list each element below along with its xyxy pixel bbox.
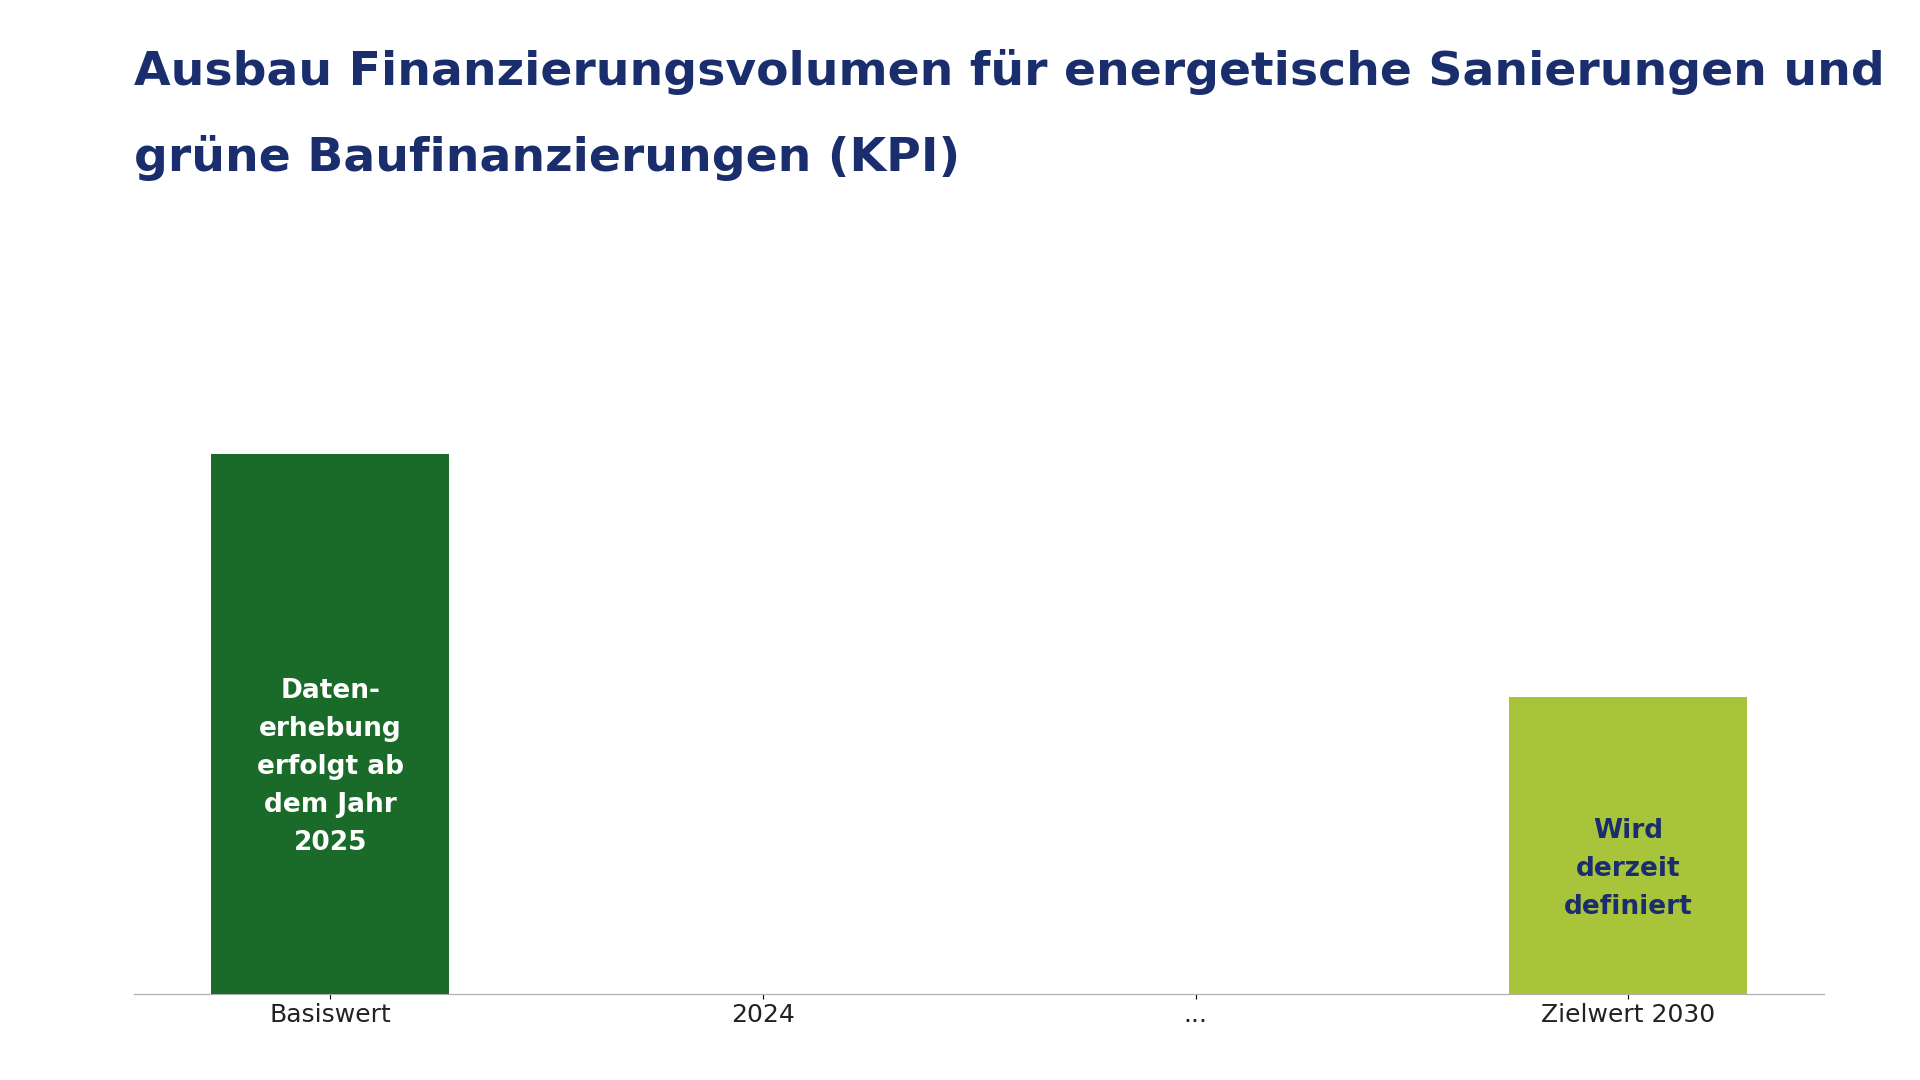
Bar	[1509, 697, 1747, 994]
Text: Wird
derzeit
definiert: Wird derzeit definiert	[1563, 818, 1693, 920]
Text: Ausbau Finanzierungsvolumen für energetische Sanierungen und: Ausbau Finanzierungsvolumen für energeti…	[134, 49, 1885, 95]
Bar	[211, 454, 449, 994]
Text: Daten-
erhebung
erfolgt ab
dem Jahr
2025: Daten- erhebung erfolgt ab dem Jahr 2025	[257, 678, 403, 855]
Text: grüne Baufinanzierungen (KPI): grüne Baufinanzierungen (KPI)	[134, 135, 960, 181]
